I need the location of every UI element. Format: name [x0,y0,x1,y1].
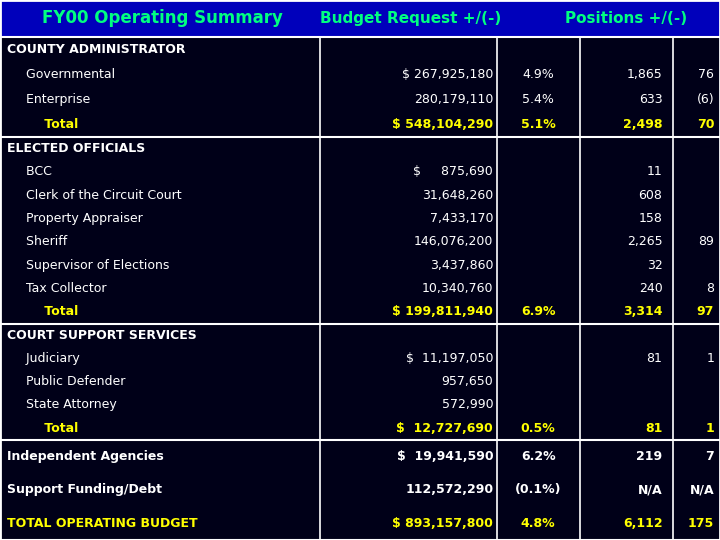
Text: Tax Collector: Tax Collector [18,282,107,295]
Text: 1,865: 1,865 [626,68,662,81]
Text: Clerk of the Circuit Court: Clerk of the Circuit Court [18,188,181,201]
Text: COUNTY ADMINISTRATOR: COUNTY ADMINISTRATOR [7,43,186,56]
Text: Budget Request +/(-): Budget Request +/(-) [320,11,501,26]
Text: 219: 219 [636,450,662,463]
Text: 10,340,760: 10,340,760 [422,282,493,295]
Text: COURT SUPPORT SERVICES: COURT SUPPORT SERVICES [7,329,197,342]
Text: 89: 89 [698,235,714,248]
Text: 81: 81 [647,352,662,365]
Text: 7,433,170: 7,433,170 [430,212,493,225]
Text: 5.1%: 5.1% [521,118,556,131]
Text: 1: 1 [706,422,714,435]
Text: $  11,197,050: $ 11,197,050 [405,352,493,365]
Text: 4.9%: 4.9% [522,68,554,81]
Text: 3,314: 3,314 [623,305,662,319]
Text: 32: 32 [647,259,662,272]
Text: Support Funding/Debt: Support Funding/Debt [7,483,162,496]
Text: $ 893,157,800: $ 893,157,800 [392,517,493,530]
Text: 11: 11 [647,165,662,178]
Text: Public Defender: Public Defender [18,375,125,388]
Text: 175: 175 [688,517,714,530]
Text: Governmental: Governmental [18,68,115,81]
Text: $  19,941,590: $ 19,941,590 [397,450,493,463]
Text: 957,650: 957,650 [441,375,493,388]
Text: 81: 81 [645,422,662,435]
Text: 3,437,860: 3,437,860 [430,259,493,272]
Text: 6.9%: 6.9% [521,305,555,319]
Text: 280,179,110: 280,179,110 [414,93,493,106]
Text: Total: Total [18,422,78,435]
Text: State Attorney: State Attorney [18,399,117,411]
Text: 608: 608 [639,188,662,201]
Text: 1: 1 [706,352,714,365]
Text: 146,076,200: 146,076,200 [414,235,493,248]
Text: $ 199,811,940: $ 199,811,940 [392,305,493,319]
Text: $ 548,104,290: $ 548,104,290 [392,118,493,131]
Text: $     875,690: $ 875,690 [413,165,493,178]
Text: 6.2%: 6.2% [521,450,556,463]
Text: Independent Agencies: Independent Agencies [7,450,164,463]
Text: 97: 97 [697,305,714,319]
Bar [0,323,720,440]
Text: 7: 7 [706,450,714,463]
Text: 112,572,290: 112,572,290 [405,483,493,496]
Text: BCC: BCC [18,165,52,178]
Text: N/A: N/A [690,483,714,496]
Text: 2,265: 2,265 [627,235,662,248]
Text: $  12,727,690: $ 12,727,690 [397,422,493,435]
Text: TOTAL OPERATING BUDGET: TOTAL OPERATING BUDGET [7,517,198,530]
Text: 572,990: 572,990 [441,399,493,411]
Bar [0,37,720,137]
Text: Judiciary: Judiciary [18,352,80,365]
Text: 70: 70 [697,118,714,131]
Text: $ 267,925,180: $ 267,925,180 [402,68,493,81]
Text: 8: 8 [706,282,714,295]
Text: Enterprise: Enterprise [18,93,90,106]
Text: 240: 240 [639,282,662,295]
Text: ELECTED OFFICIALS: ELECTED OFFICIALS [7,142,145,155]
Text: (0.1%): (0.1%) [515,483,562,496]
Text: 4.8%: 4.8% [521,517,556,530]
Text: Positions +/(-): Positions +/(-) [565,11,688,26]
Text: Property Appraiser: Property Appraiser [18,212,143,225]
Text: FY00 Operating Summary: FY00 Operating Summary [42,9,282,28]
Text: Total: Total [18,305,78,319]
Text: 0.5%: 0.5% [521,422,556,435]
Text: 31,648,260: 31,648,260 [422,188,493,201]
Text: N/A: N/A [638,483,662,496]
Text: (6): (6) [697,93,714,106]
Text: 633: 633 [639,93,662,106]
Bar [0,137,720,323]
Bar [0,440,720,540]
Text: Sheriff: Sheriff [18,235,67,248]
Text: 5.4%: 5.4% [522,93,554,106]
Bar [0,0,720,37]
Text: 6,112: 6,112 [623,517,662,530]
Text: Supervisor of Elections: Supervisor of Elections [18,259,169,272]
Text: Total: Total [18,118,78,131]
Text: 158: 158 [639,212,662,225]
Text: 76: 76 [698,68,714,81]
Text: 2,498: 2,498 [623,118,662,131]
